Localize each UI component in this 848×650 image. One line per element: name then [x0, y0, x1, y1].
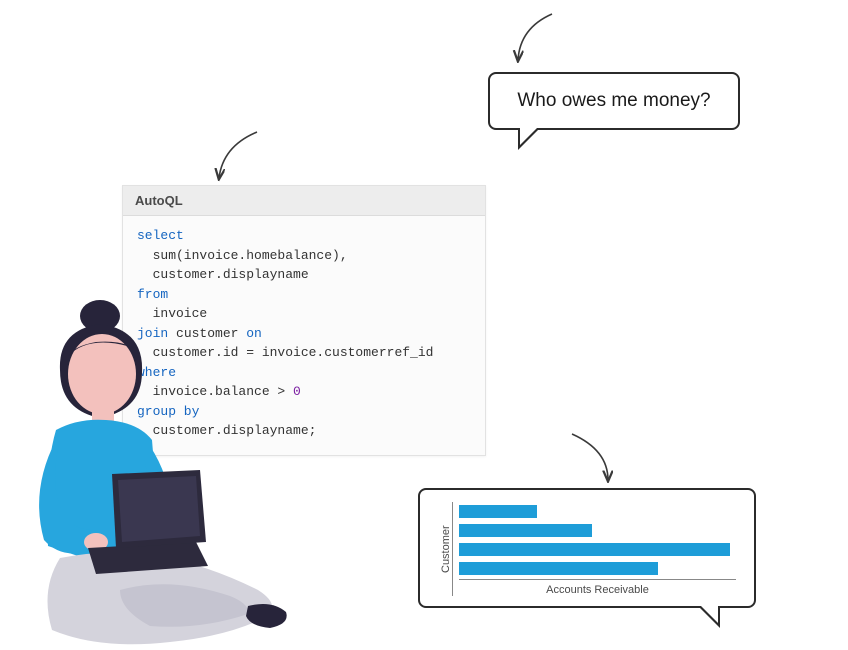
chart-y-label: Customer: [438, 502, 452, 596]
chart-bar: [459, 505, 537, 518]
result-bubble: Customer Accounts Receivable: [418, 488, 756, 608]
person-illustration: [0, 290, 290, 650]
chart-x-label: Accounts Receivable: [459, 580, 736, 596]
chart-bars: [459, 502, 736, 580]
arrow-to-question: [490, 10, 570, 70]
arrow-to-code: [195, 128, 275, 186]
code-panel-title: AutoQL: [123, 186, 485, 216]
chart-bar: [459, 543, 730, 556]
question-bubble: Who owes me money?: [488, 72, 740, 130]
question-text: Who owes me money?: [517, 90, 710, 111]
chart-bar: [459, 562, 658, 575]
result-chart: Customer Accounts Receivable: [438, 502, 736, 596]
chart-bar: [459, 524, 592, 537]
arrow-to-result: [560, 430, 630, 488]
